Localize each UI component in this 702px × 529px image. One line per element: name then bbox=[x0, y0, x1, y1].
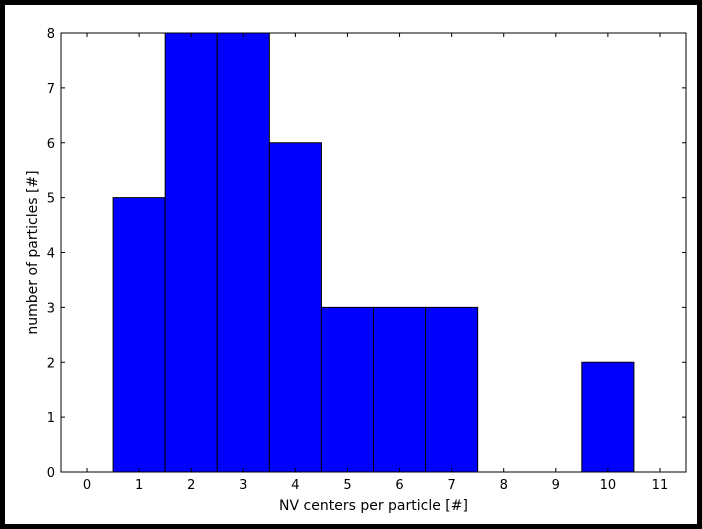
y-tick-label: 6 bbox=[47, 137, 55, 152]
x-axis-label: NV centers per particle [#] bbox=[279, 498, 468, 514]
x-tick-label: 9 bbox=[552, 478, 560, 493]
bar-10 bbox=[581, 361, 635, 473]
x-tick-label: 2 bbox=[187, 478, 195, 493]
bar-1 bbox=[112, 197, 166, 473]
x-tick-label: 6 bbox=[395, 478, 403, 493]
bars-group bbox=[112, 32, 635, 473]
y-tick-label: 2 bbox=[47, 356, 55, 371]
bar-2 bbox=[164, 32, 218, 473]
y-tick-label: 3 bbox=[47, 301, 55, 316]
x-tick-label: 10 bbox=[600, 478, 617, 493]
bar-6 bbox=[373, 306, 427, 473]
bar-3 bbox=[216, 32, 270, 473]
y-tick-label: 0 bbox=[47, 466, 55, 481]
bar-5 bbox=[320, 306, 374, 473]
x-tick-label: 0 bbox=[83, 478, 91, 493]
ticks-group: 0 1 2 3 4 5 6 7 8 9 10 11 0 1 2 3 4 5 6 7 8 bbox=[47, 27, 686, 493]
x-tick-label: 8 bbox=[500, 478, 508, 493]
x-tick-label: 4 bbox=[291, 478, 299, 493]
x-tick-label: 11 bbox=[652, 478, 669, 493]
y-tick-label: 1 bbox=[47, 411, 55, 426]
y-tick-label: 5 bbox=[47, 192, 55, 207]
y-axis-label: number of particles [#] bbox=[25, 170, 41, 334]
x-tick-label: 1 bbox=[135, 478, 143, 493]
y-tick-label: 7 bbox=[47, 82, 55, 97]
y-tick-label: 8 bbox=[47, 27, 55, 42]
x-tick-label: 5 bbox=[343, 478, 351, 493]
bar-4 bbox=[268, 142, 322, 473]
y-tick-label: 4 bbox=[47, 247, 55, 262]
x-tick-label: 3 bbox=[239, 478, 247, 493]
bar-7 bbox=[425, 306, 479, 473]
x-tick-label: 7 bbox=[447, 478, 455, 493]
